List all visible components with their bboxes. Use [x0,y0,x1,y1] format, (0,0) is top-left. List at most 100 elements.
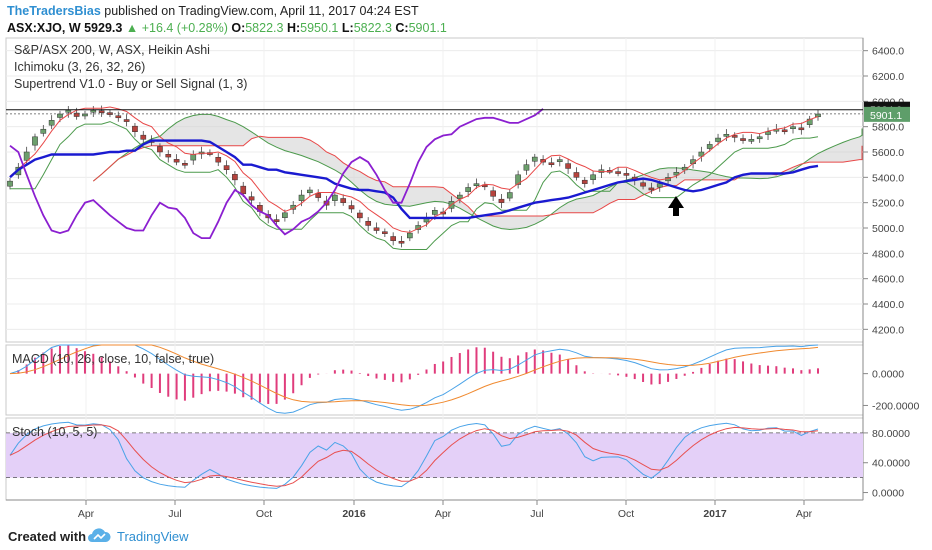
candle [407,232,413,239]
close-label: C: [395,21,409,35]
candle [815,113,821,118]
candle [23,151,30,161]
time-tick-label: Apr [435,508,452,520]
time-axis: Apr Jul Oct 2016 Apr Jul Oct 2017 Apr [78,500,813,520]
price-tick-label: 5400.0 [872,172,904,184]
footer: Created with TradingView [0,522,932,550]
candle [32,136,38,146]
candle [248,196,255,201]
candle [715,137,721,142]
span-a-line [92,113,863,231]
candle [240,185,247,195]
kijun-line [9,139,819,220]
price-tick-label: 5000.0 [872,223,904,235]
candle [298,194,305,201]
symbol-label[interactable]: ASX:XJO, W [7,21,81,35]
candle [132,125,138,132]
candle [90,109,97,113]
tradingview-cloud-icon [88,528,111,542]
candle [82,113,88,117]
chikou-line [9,108,544,239]
author-link[interactable]: TheTradersBias [7,4,101,18]
candle [348,205,355,210]
macd-panel[interactable] [5,344,864,416]
candle [506,192,513,199]
buy-signal-arrow-icon [668,196,684,216]
candle [48,120,55,126]
candle [431,210,438,215]
indicator-lines [6,106,863,250]
candle [590,174,596,180]
price-change: +16.4 (+0.28%) [141,21,228,35]
stoch-tick-label: 40.0000 [872,458,910,470]
price-tick-label: 5200.0 [872,198,904,210]
created-with-label: Created with [8,529,87,544]
candle [615,171,621,174]
candle [648,187,655,191]
candle [731,135,738,138]
high-label: H: [286,21,301,35]
quote-line: ASX:XJO, W 5929.3 ▲ +16.4 (+0.28%) O:582… [7,20,907,37]
price-tick-label: 6200.0 [872,71,904,83]
candle [523,164,530,171]
candle [340,198,347,203]
candle [781,129,788,133]
chart-canvas[interactable]: 4200.0 4400.0 4600.0 4800.0 5000.0 5200.0 5400… [0,36,932,522]
candle [756,136,763,140]
candle [398,240,405,244]
stoch-plot [6,421,863,489]
time-tick-label: Jul [168,508,181,520]
candle [140,134,147,140]
supertrend-line [10,121,819,250]
candle [232,174,238,181]
candle [565,163,571,169]
stoch-k-line [9,421,819,489]
price-axis: 4200.0 4400.0 4600.0 4800.0 5000.0 5200.0 5400… [863,46,919,500]
candle [556,159,563,162]
cloud-fill [93,114,863,230]
candle [656,183,663,188]
candle [115,115,122,119]
candle [73,112,80,117]
candle [215,157,222,163]
time-tick-label: Jul [530,508,543,520]
close-label-box [864,106,910,122]
time-tick-label: Oct [618,508,634,520]
candle [282,212,288,218]
close-label: 5901.1 [870,110,902,122]
price-tick-label: 6400.0 [872,46,904,58]
stoch-tick-label: 80.0000 [872,428,910,440]
candle [798,127,805,131]
candle [490,190,496,197]
time-tick-label: 2016 [342,508,366,520]
price-tick-label: 4800.0 [872,248,904,260]
candle [157,146,163,153]
legend-macd: MACD (10, 26, close, 10, false, true) [12,352,214,366]
time-tick-label: Apr [78,508,95,520]
candle [7,180,13,187]
open-label: O: [231,21,246,35]
candle [581,179,588,184]
candle [498,198,505,203]
candle [706,144,713,149]
candle [182,163,188,166]
candle [740,138,746,141]
candle [765,131,771,135]
candle [698,151,705,157]
signal-line [9,344,819,407]
tradingview-link[interactable]: TradingView [117,529,189,544]
change-arrow-icon: ▲ [125,21,139,35]
candle [357,212,363,219]
candle [365,221,372,226]
stoch-tick-label: 0.0000 [872,488,904,500]
candle [315,193,322,198]
price-tick-label: 4200.0 [872,324,904,336]
open-value: 5822.3 [245,21,284,35]
candle [382,231,388,234]
time-tick-label: Oct [256,508,272,520]
candle [623,173,630,176]
time-tick-label: Apr [796,508,813,520]
macd-line [9,344,819,414]
tenkan-line [9,106,819,233]
price-tick-label: 4600.0 [872,274,904,286]
